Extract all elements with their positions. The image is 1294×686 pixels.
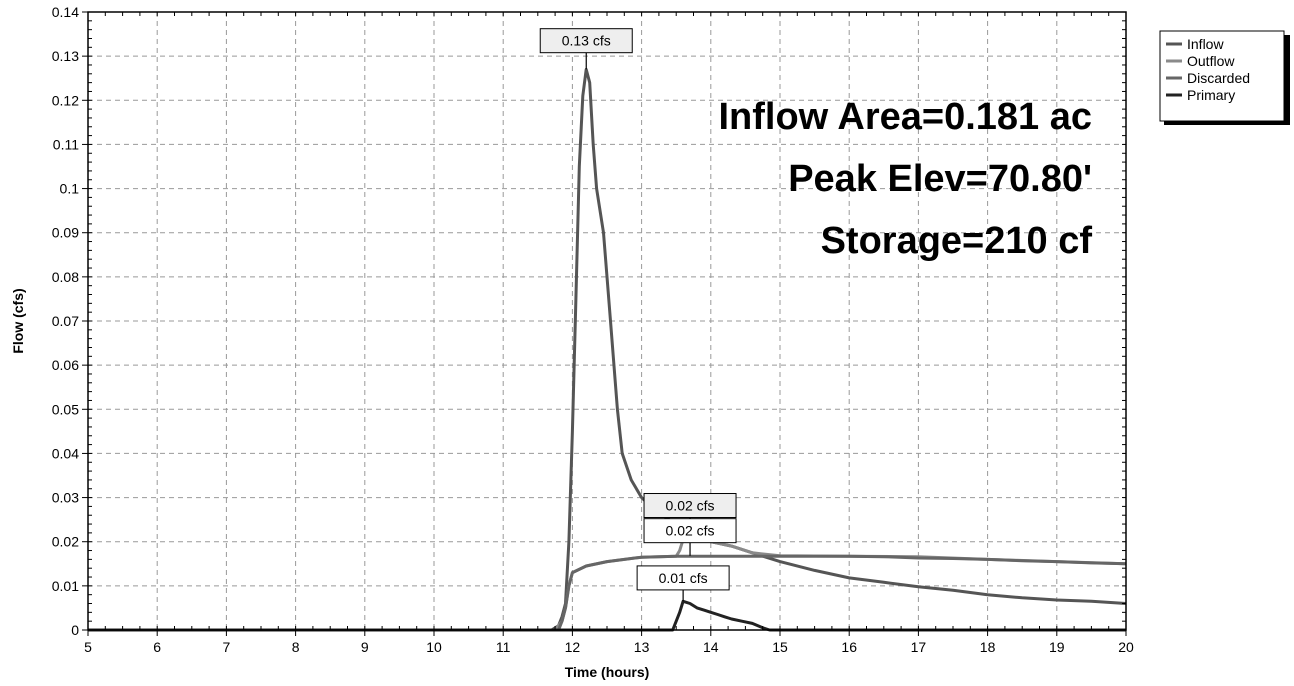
- y-tick-label: 0.01: [52, 578, 79, 594]
- x-tick-label: 6: [153, 639, 161, 655]
- x-tick-label: 11: [496, 639, 511, 655]
- peak-label-box: [643, 493, 737, 519]
- x-axis-title: Time (hours): [565, 664, 650, 680]
- y-tick-label: 0.06: [52, 357, 79, 373]
- y-tick-label: 0.1: [60, 181, 80, 197]
- y-tick-label: 0.08: [52, 269, 79, 285]
- series-line-discarded: [88, 554, 1127, 632]
- peak-label-text: 0.13 cfs: [562, 33, 611, 49]
- x-tick-label: 12: [565, 639, 581, 655]
- y-tick-label: 0.05: [52, 401, 79, 417]
- series-lines: [88, 67, 1127, 632]
- y-tick-label: 0: [71, 622, 79, 638]
- x-tick-label: 9: [361, 639, 369, 655]
- y-tick-label: 0.03: [52, 490, 79, 506]
- x-tick-label: 19: [1049, 639, 1065, 655]
- peak-label-box: [539, 28, 633, 54]
- y-tick-label: 0.14: [52, 4, 79, 20]
- legend-label-inflow: Inflow: [1187, 36, 1224, 52]
- summary-line-2: Peak Elev=70.80': [788, 158, 1092, 200]
- legend-label-outflow: Outflow: [1187, 53, 1235, 69]
- x-tick-label: 18: [980, 639, 996, 655]
- summary-line-3: Storage=210 cf: [821, 220, 1093, 262]
- minor-ticks: [82, 11, 1127, 636]
- x-tick-label: 17: [911, 639, 927, 655]
- x-tick-label: 8: [292, 639, 300, 655]
- peak-label-text: 0.01 cfs: [659, 570, 708, 586]
- peak-label-text: 0.02 cfs: [666, 498, 715, 514]
- y-tick-label: 0.02: [52, 534, 79, 550]
- x-tick-label: 13: [634, 639, 650, 655]
- series-line-primary: [88, 599, 1126, 632]
- x-tick-label: 15: [772, 639, 788, 655]
- legend-label-primary: Primary: [1187, 87, 1235, 103]
- x-tick-label: 20: [1118, 639, 1134, 655]
- grid: [88, 12, 1126, 630]
- x-tick-label: 16: [841, 639, 857, 655]
- x-tick-label: 7: [223, 639, 231, 655]
- peak-labels: 0.13 cfs 0.02 cfs 0.02 cfs 0.01 cfs: [539, 28, 737, 602]
- y-tick-label: 0.04: [52, 445, 79, 461]
- series-line-inflow: [88, 67, 1127, 632]
- y-tick-label: 0.11: [53, 136, 79, 152]
- y-tick-label: 0.12: [52, 92, 79, 108]
- peak-label-box: [636, 565, 730, 591]
- legend-box: [1159, 30, 1285, 122]
- x-tick-label: 10: [426, 639, 442, 655]
- x-tick-label: 5: [84, 639, 92, 655]
- legend-label-discarded: Discarded: [1187, 70, 1250, 86]
- y-tick-label: 0.13: [52, 48, 79, 64]
- peak-label-text: 0.02 cfs: [666, 523, 715, 539]
- peak-label-box: [643, 518, 737, 544]
- summary-line-1: Inflow Area=0.181 ac: [718, 96, 1092, 138]
- tick-labels: 5 6 7 8 9 10 11 12 13 14 15 16 17 18 19 20 0 0.01 0.02 0.03…: [52, 4, 1134, 655]
- y-axis-title: Flow (cfs): [10, 288, 26, 353]
- x-tick-label: 14: [703, 639, 719, 655]
- y-tick-label: 0.07: [52, 313, 79, 329]
- y-tick-label: 0.09: [52, 225, 79, 241]
